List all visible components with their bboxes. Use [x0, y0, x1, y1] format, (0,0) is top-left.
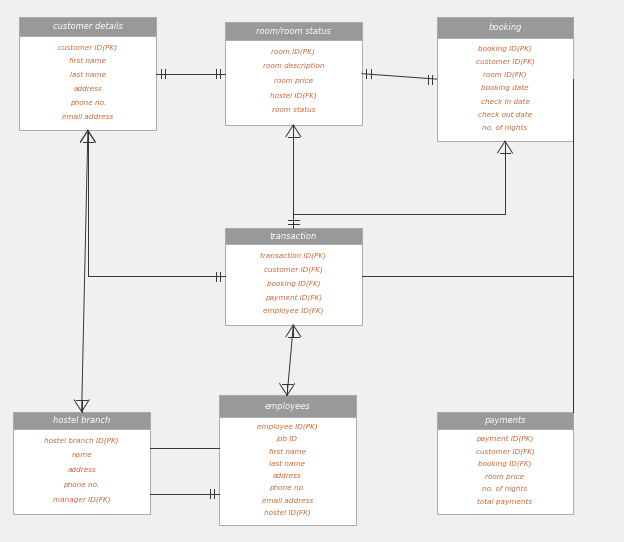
Text: payment ID(PK): payment ID(PK)	[476, 436, 534, 442]
Text: first name: first name	[69, 58, 107, 64]
Text: last name: last name	[269, 461, 305, 467]
Bar	[225, 228, 362, 325]
Bar	[225, 22, 362, 40]
Text: first name: first name	[268, 449, 306, 455]
Bar	[437, 411, 573, 429]
Bar	[225, 22, 362, 125]
Text: employee ID(FK): employee ID(FK)	[263, 308, 324, 314]
Text: payments: payments	[484, 416, 526, 425]
Text: check in date: check in date	[480, 99, 530, 105]
Text: total payments: total payments	[477, 499, 532, 505]
Bar	[437, 411, 573, 514]
Text: hostel ID(FK): hostel ID(FK)	[270, 92, 317, 99]
Bar	[218, 395, 356, 417]
Text: room description: room description	[263, 63, 324, 69]
Text: hostel branch: hostel branch	[53, 416, 110, 425]
Text: customer ID(FK): customer ID(FK)	[264, 266, 323, 273]
Text: hostel ID(FK): hostel ID(FK)	[264, 509, 311, 516]
Text: employees: employees	[264, 402, 310, 411]
Text: customer ID(FK): customer ID(FK)	[475, 59, 534, 65]
Text: no. of nights: no. of nights	[482, 486, 527, 492]
Text: booking ID(FK): booking ID(FK)	[478, 461, 532, 467]
Text: hostel branch ID(PK): hostel branch ID(PK)	[44, 437, 119, 444]
Text: transaction: transaction	[270, 231, 317, 241]
Bar	[19, 17, 157, 36]
Text: check out date: check out date	[478, 112, 532, 118]
Text: email address: email address	[261, 498, 313, 504]
Text: no. of nights: no. of nights	[482, 125, 527, 131]
Text: job ID: job ID	[276, 436, 298, 442]
Text: booking date: booking date	[481, 85, 529, 92]
Bar	[437, 17, 573, 38]
Text: room status: room status	[271, 107, 315, 113]
Text: room/room status: room/room status	[256, 27, 331, 36]
Text: address: address	[273, 473, 301, 479]
Text: phone no.: phone no.	[64, 482, 100, 488]
Text: email address: email address	[62, 114, 114, 120]
Text: customer details: customer details	[53, 22, 123, 31]
Bar	[13, 411, 150, 514]
Bar	[13, 411, 150, 429]
Text: manager ID(FK): manager ID(FK)	[53, 496, 110, 503]
Text: name: name	[71, 453, 92, 459]
Text: booking ID(FK): booking ID(FK)	[266, 280, 320, 287]
Text: room ID(FK): room ID(FK)	[483, 72, 527, 79]
Text: room price: room price	[274, 78, 313, 84]
Text: payment ID(FK): payment ID(FK)	[265, 294, 322, 300]
Text: address: address	[74, 86, 102, 92]
Text: phone no.: phone no.	[70, 100, 106, 106]
Bar	[437, 17, 573, 141]
Bar	[218, 395, 356, 525]
Text: room ID(PK): room ID(PK)	[271, 48, 315, 55]
Bar	[225, 228, 362, 244]
Bar	[19, 17, 157, 131]
Text: phone no.: phone no.	[269, 486, 305, 492]
Text: address: address	[67, 467, 96, 473]
Text: room price: room price	[485, 474, 525, 480]
Text: transaction ID(PK): transaction ID(PK)	[260, 252, 326, 259]
Text: customer ID(PK): customer ID(PK)	[58, 44, 117, 50]
Text: booking ID(PK): booking ID(PK)	[478, 46, 532, 52]
Text: customer ID(FK): customer ID(FK)	[475, 448, 534, 455]
Text: booking: booking	[488, 23, 522, 32]
Text: employee ID(PK): employee ID(PK)	[256, 424, 318, 430]
Text: last name: last name	[70, 72, 106, 78]
